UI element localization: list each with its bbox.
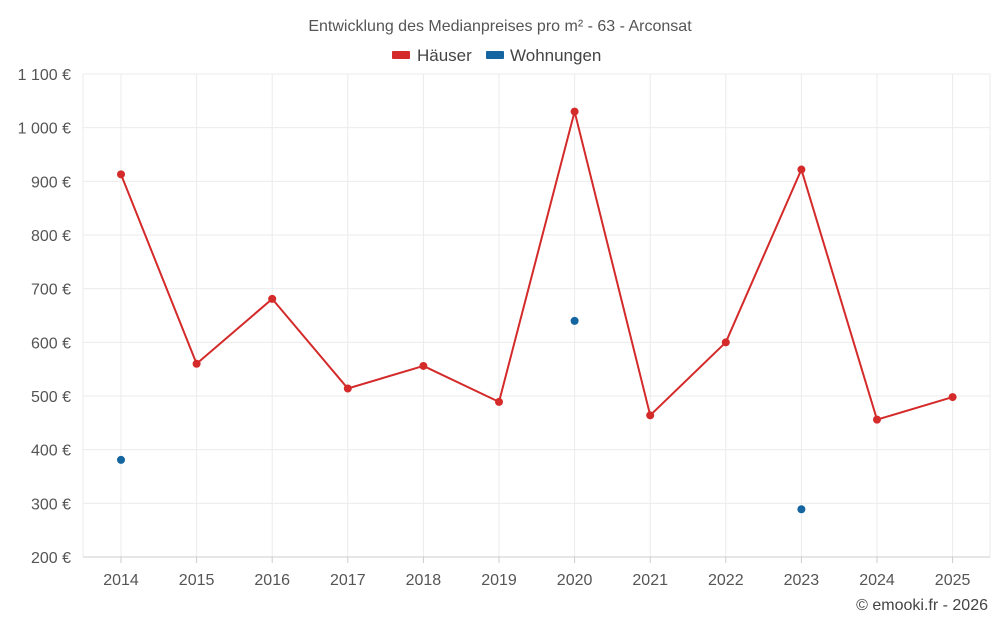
- data-point-haeuser[interactable]: [797, 165, 806, 174]
- legend-item-wohnungen[interactable]: Wohnungen: [486, 46, 601, 65]
- x-tick-label: 2021: [632, 572, 668, 589]
- x-tick-label: 2020: [557, 572, 593, 589]
- y-tick-label: 300 €: [31, 496, 71, 513]
- data-point-haeuser[interactable]: [117, 170, 125, 179]
- chart-title: Entwicklung des Medianpreises pro m² - 6…: [308, 18, 692, 35]
- y-tick-label: 700 €: [31, 282, 71, 299]
- x-tick-label: 2015: [179, 572, 215, 589]
- y-tick-label: 1 100 €: [18, 67, 71, 84]
- x-gridlines: [82, 74, 991, 557]
- legend-label-wohnungen: Wohnungen: [510, 46, 601, 65]
- data-point-wohnungen[interactable]: [570, 316, 579, 325]
- data-point-wohnungen[interactable]: [117, 455, 125, 464]
- legend: Häuser Wohnungen: [392, 46, 601, 65]
- y-gridlines: [83, 73, 990, 558]
- y-tick-label: 600 €: [31, 335, 71, 352]
- legend-swatch-wohnungen: [486, 51, 504, 59]
- y-tick-label: 200 €: [31, 550, 71, 567]
- x-tick-label: 2017: [330, 572, 366, 589]
- x-tick-label: 2022: [708, 572, 744, 589]
- x-tick-label: 2019: [481, 572, 517, 589]
- data-point-wohnungen[interactable]: [797, 505, 806, 514]
- data-point-haeuser[interactable]: [646, 411, 655, 420]
- copyright: © emooki.fr - 2026: [856, 597, 988, 614]
- x-axis-ticks: 2014 2015 2016 2017 2018 2019 2020 2021 2022 2023…: [103, 557, 970, 589]
- x-tick-label: 2023: [784, 572, 820, 589]
- y-tick-label: 1 000 €: [18, 121, 71, 138]
- y-axis-ticks: 200 € 300 € 400 € 500 € 600 € 700 € 800 € 900 €…: [18, 67, 71, 567]
- data-point-haeuser[interactable]: [570, 107, 579, 116]
- y-tick-label: 400 €: [31, 443, 71, 460]
- series-line-haeuser: [120, 110, 953, 421]
- data-point-haeuser[interactable]: [268, 294, 277, 303]
- x-tick-label: 2018: [406, 572, 442, 589]
- x-tick-label: 2025: [935, 572, 971, 589]
- x-tick-label: 2016: [254, 572, 290, 589]
- data-point-haeuser[interactable]: [948, 393, 957, 402]
- data-point-haeuser[interactable]: [343, 384, 352, 393]
- data-point-haeuser[interactable]: [495, 397, 503, 406]
- y-tick-label: 800 €: [31, 228, 71, 245]
- legend-item-haeuser[interactable]: Häuser: [392, 46, 472, 65]
- x-tick-label: 2014: [103, 572, 139, 589]
- data-point-haeuser[interactable]: [873, 415, 881, 424]
- y-tick-label: 900 €: [31, 174, 71, 191]
- data-point-haeuser[interactable]: [192, 359, 201, 368]
- legend-swatch-haeuser: [392, 51, 410, 59]
- y-tick-label: 500 €: [31, 389, 71, 406]
- data-point-haeuser[interactable]: [419, 361, 428, 370]
- data-point-haeuser[interactable]: [721, 338, 730, 347]
- x-tick-label: 2024: [859, 572, 895, 589]
- legend-label-haeuser: Häuser: [417, 46, 472, 65]
- series-layer: [117, 107, 957, 514]
